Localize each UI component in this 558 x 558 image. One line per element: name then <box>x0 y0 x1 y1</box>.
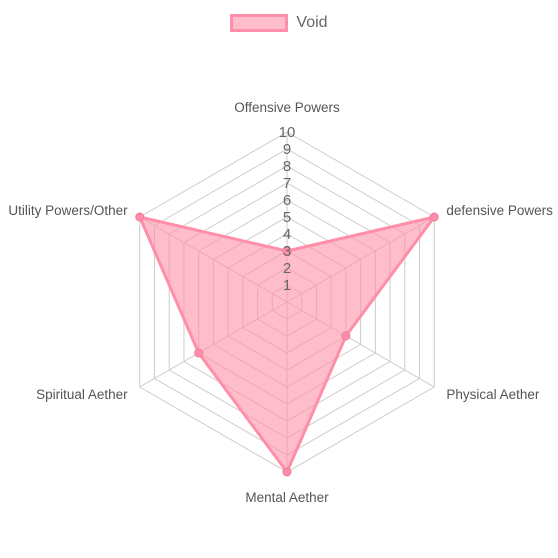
radial-tick-label: 3 <box>283 243 291 260</box>
radial-tick-label: 10 <box>279 124 296 141</box>
radial-tick-label: 1 <box>283 277 291 294</box>
legend-swatch <box>230 14 289 32</box>
radial-tick-label: 4 <box>283 226 291 243</box>
axis-label: Spiritual Aether <box>36 387 128 402</box>
data-point[interactable] <box>341 331 351 341</box>
radial-tick-label: 9 <box>283 141 291 158</box>
legend-label: Void <box>296 14 328 31</box>
radial-tick-label: 8 <box>283 158 291 175</box>
legend[interactable]: Void <box>0 12 558 34</box>
radial-tick-label: 6 <box>283 192 291 209</box>
axis-label: Utility Powers/Other <box>8 203 128 218</box>
axis-label: defensive Powers <box>446 203 553 218</box>
data-point[interactable] <box>135 212 145 222</box>
axis-label: Physical Aether <box>446 387 540 402</box>
radial-tick-label: 7 <box>283 175 291 192</box>
data-point[interactable] <box>282 467 292 477</box>
axis-label: Mental Aether <box>245 490 329 505</box>
data-point[interactable] <box>282 246 292 256</box>
data-point[interactable] <box>194 348 204 358</box>
radar-series <box>135 212 439 477</box>
radial-tick-label: 2 <box>283 260 291 277</box>
axis-labels: Offensive Powers defensive Powers Physical… <box>8 100 553 505</box>
radial-tick-label: 5 <box>283 209 291 226</box>
data-point[interactable] <box>429 212 439 222</box>
axis-label: Offensive Powers <box>234 100 340 115</box>
